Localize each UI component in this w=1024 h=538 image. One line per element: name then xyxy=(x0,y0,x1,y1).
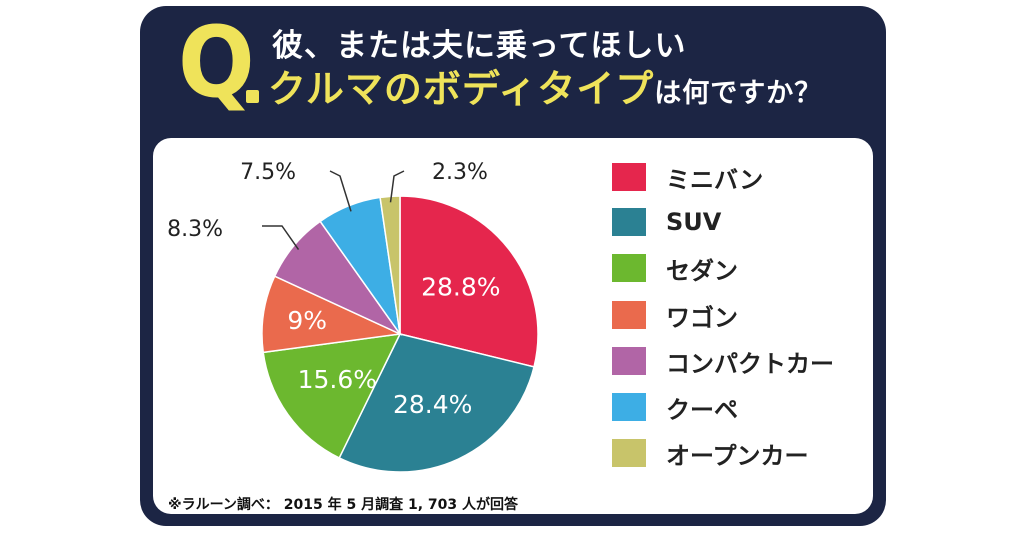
q-dot xyxy=(246,90,259,103)
legend-swatch-open-car xyxy=(612,439,646,467)
legend-item-suv: SUV xyxy=(612,207,721,237)
data-label-coupe: 7.5% xyxy=(240,160,296,185)
data-label-wagon: 9% xyxy=(287,306,327,335)
legend-label-suv: SUV xyxy=(666,208,722,236)
data-label-sedan: 15.6% xyxy=(298,365,377,394)
legend-swatch-suv xyxy=(612,208,646,236)
legend-label-sedan: セダン xyxy=(666,256,738,285)
legend-swatch-minivan xyxy=(612,163,646,191)
legend-item-sedan: セダン xyxy=(612,253,738,285)
data-label-minivan: 28.8% xyxy=(421,272,500,301)
legend-swatch-coupe xyxy=(612,393,646,421)
pie-slice-suv xyxy=(338,333,535,473)
legend-item-wagon: ワゴン xyxy=(612,300,738,332)
legend-item-minivan: ミニバン xyxy=(612,162,764,194)
data-label-suv: 28.4% xyxy=(393,390,472,419)
title-highlight: クルマのボディタイプ xyxy=(268,67,655,111)
q-letter: Q xyxy=(178,6,255,120)
legend-item-compact: コンパクトカー xyxy=(612,346,834,378)
legend-swatch-compact xyxy=(612,347,646,375)
legend-item-coupe: クーペ xyxy=(612,392,738,424)
title-line-2: クルマのボディタイプは何ですか？ xyxy=(268,70,822,108)
source-note: ※ラルーン調べ： 2015 年 5 月調査 1, 703 人が回答 xyxy=(168,497,519,513)
legend-label-wagon: ワゴン xyxy=(666,303,738,332)
title-line-1: 彼、または夫に乗ってほしい xyxy=(272,28,687,64)
pie-slice-minivan xyxy=(399,195,539,368)
leader-line-compact xyxy=(262,225,300,251)
title-rest: は何ですか？ xyxy=(654,78,823,109)
data-label-compact: 8.3% xyxy=(167,217,223,242)
legend-swatch-wagon xyxy=(612,301,646,329)
legend-swatch-sedan xyxy=(612,254,646,282)
leader-line-coupe xyxy=(329,170,352,212)
legend-label-compact: コンパクトカー xyxy=(666,349,834,378)
legend-label-minivan: ミニバン xyxy=(666,165,764,194)
legend-label-coupe: クーペ xyxy=(666,395,738,424)
leader-line-open-car xyxy=(389,170,405,203)
legend-label-open-car: オープンカー xyxy=(666,441,809,470)
pie-slice-sedan xyxy=(262,333,402,459)
data-label-open-car: 2.3% xyxy=(432,160,488,185)
pie-slice-open-car xyxy=(379,195,401,335)
legend-item-open-car: オープンカー xyxy=(612,438,809,470)
